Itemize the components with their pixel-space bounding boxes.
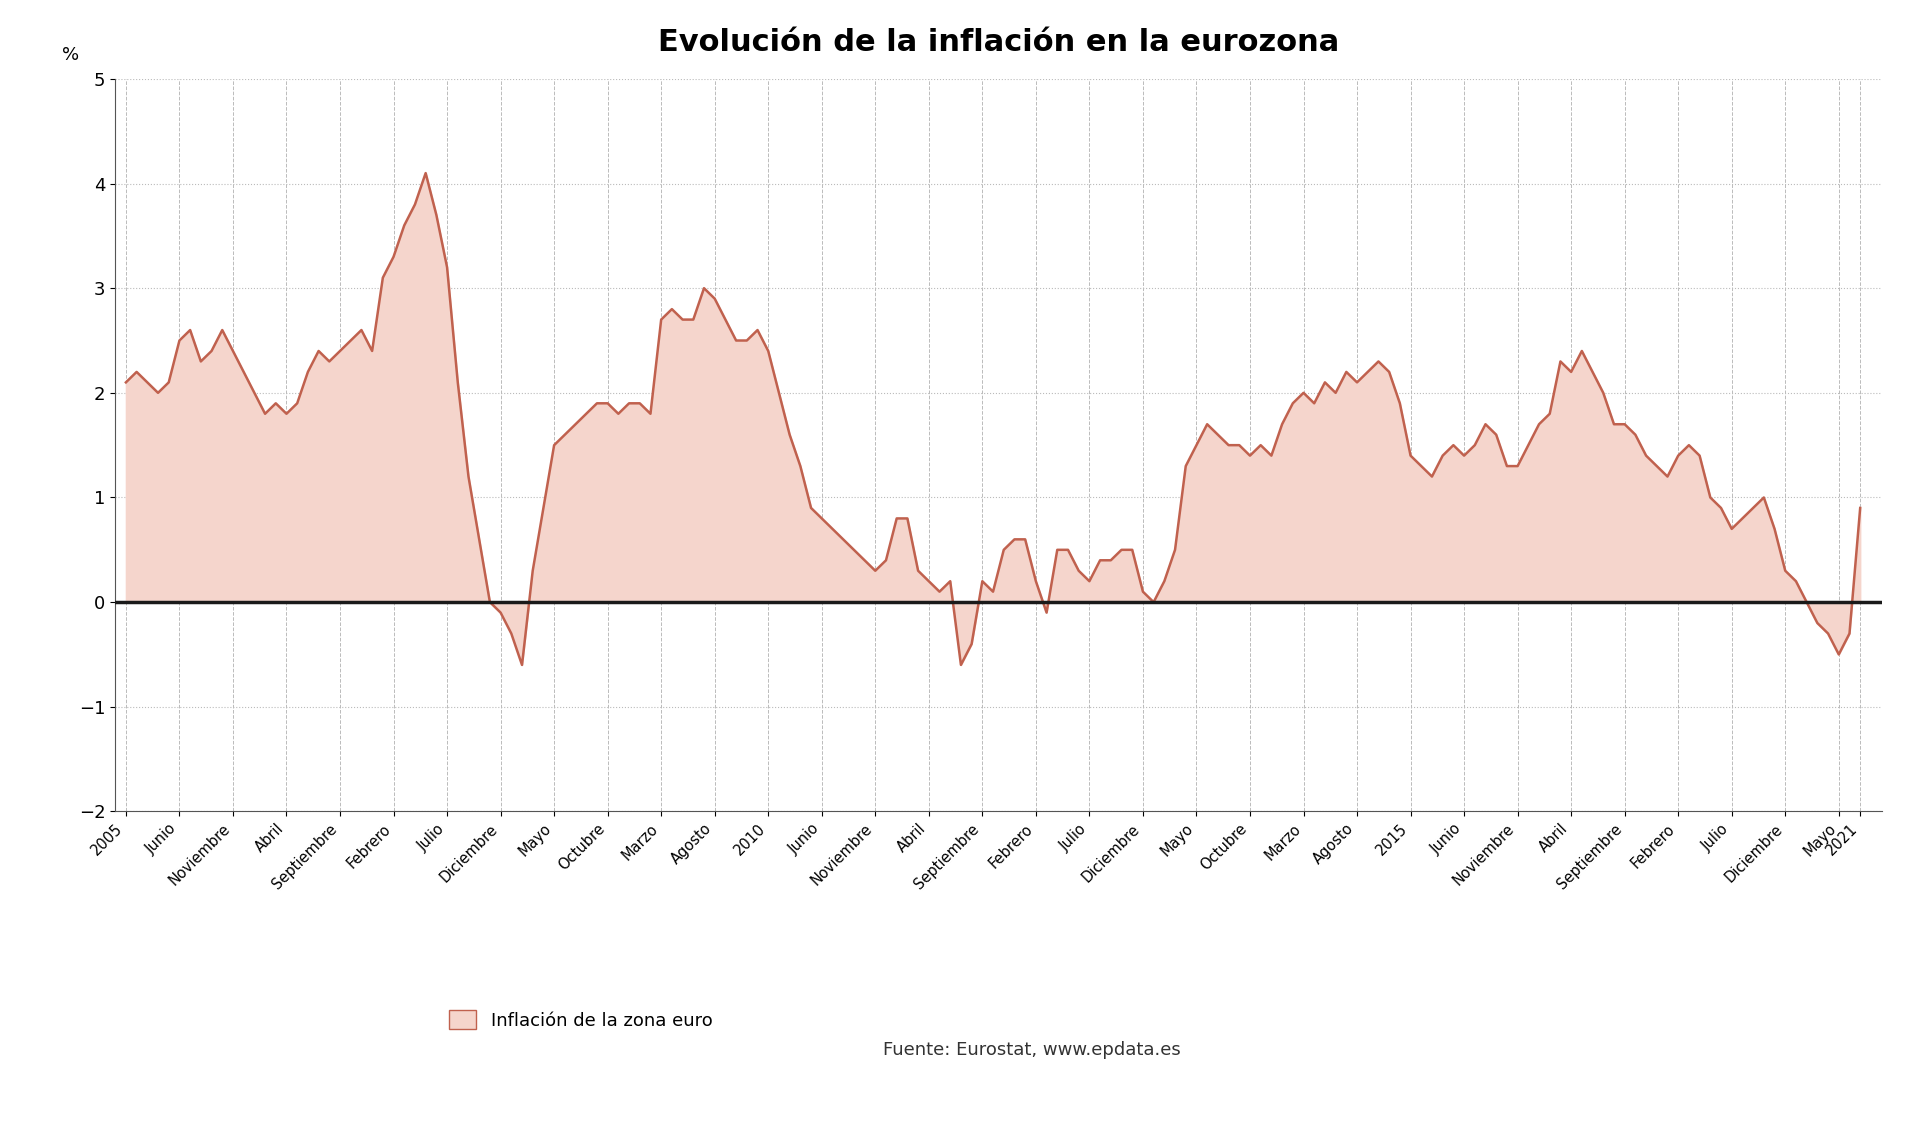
Legend: Inflación de la zona euro: Inflación de la zona euro	[442, 1003, 720, 1037]
Title: Evolución de la inflación en la eurozona: Evolución de la inflación en la eurozona	[659, 28, 1338, 57]
Y-axis label: %: %	[63, 46, 79, 64]
Text: Fuente: Eurostat, www.epdata.es: Fuente: Eurostat, www.epdata.es	[883, 1041, 1181, 1059]
